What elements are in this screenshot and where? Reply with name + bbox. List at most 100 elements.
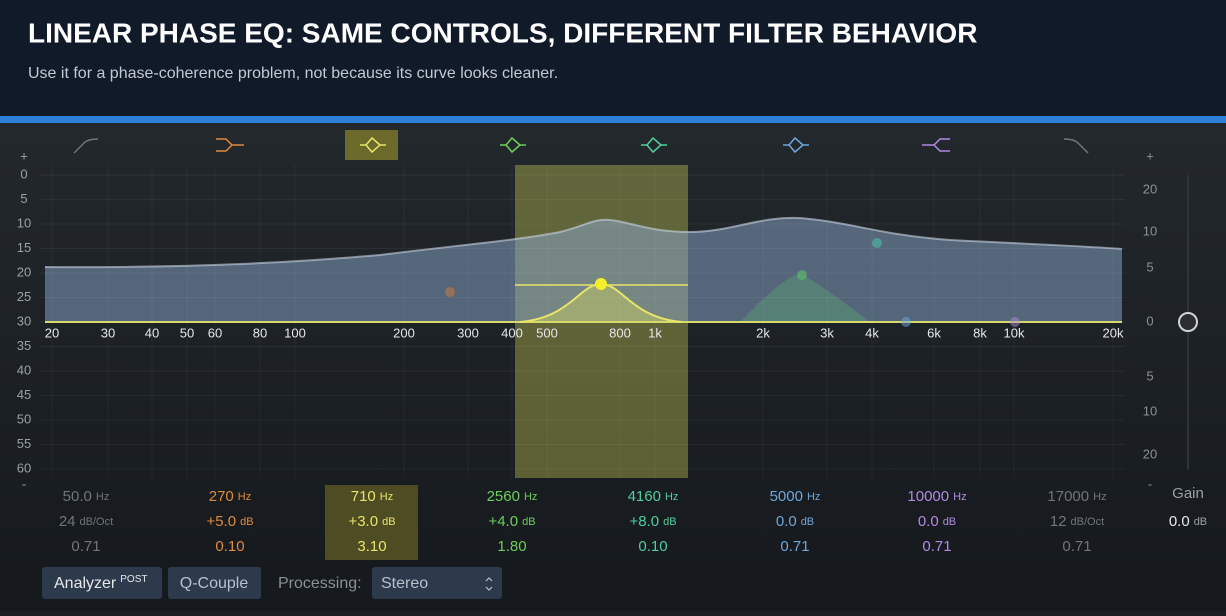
band-type-icon <box>216 138 244 152</box>
band-frequency: 270 Hz <box>209 488 251 505</box>
eq-bg <box>0 123 1226 611</box>
analyzer-button[interactable] <box>42 567 162 599</box>
gain-value: +3.0 <box>348 513 378 530</box>
frequency-label: 2k <box>756 325 770 340</box>
frequency-label: 80 <box>253 325 267 340</box>
title: LINEAR PHASE EQ: SAME CONTROLS, DIFFEREN… <box>28 17 977 48</box>
band-frequency: 4160 Hz <box>628 488 679 505</box>
gain-scale-left: 55 <box>17 436 31 451</box>
frequency-label: 8k <box>973 325 987 340</box>
frequency-label: 100 <box>284 325 306 340</box>
frequency-unit: Hz <box>1093 491 1106 503</box>
band-q: 0.71 <box>922 538 951 555</box>
gain-readout: 0.0 dB <box>1169 513 1207 530</box>
gain-unit: dB <box>382 516 395 528</box>
gain-scale-right: 20 <box>1143 446 1157 461</box>
gain-unit: dB <box>943 516 956 528</box>
band-gain: 0.0 dB <box>918 513 956 530</box>
gain-unit: dB <box>240 516 253 528</box>
frequency-label: 6k <box>927 325 941 340</box>
band5-handle[interactable] <box>872 238 882 248</box>
frequency-label: 3k <box>820 325 834 340</box>
band-type-icon <box>73 138 99 154</box>
band2-handle[interactable] <box>445 287 455 297</box>
gain-scale-left: 30 <box>17 313 31 328</box>
frequency-value: 50.0 <box>63 488 92 505</box>
frequency-label: 500 <box>536 325 558 340</box>
frequency-label: 1k <box>648 325 662 340</box>
gain-unit: dB <box>663 516 676 528</box>
band-frequency: 2560 Hz <box>487 488 538 505</box>
gain-value: 0.0 <box>1169 513 1190 530</box>
band6-handle[interactable] <box>901 317 911 327</box>
band-q: 0.71 <box>1062 538 1091 555</box>
band-frequency: 10000 Hz <box>907 488 966 505</box>
q-couple-button[interactable] <box>168 567 261 599</box>
gain-unit: dB/Oct <box>1071 516 1105 528</box>
band-type-icon <box>783 136 809 154</box>
frequency-value: 270 <box>209 488 234 505</box>
band-gain: +4.0 dB <box>488 513 535 530</box>
band-selected-box <box>325 485 418 560</box>
gain-scale-right: - <box>1148 476 1152 491</box>
gain-scale-left: 15 <box>17 240 31 255</box>
subtitle: Use it for a phase-coherence problem, no… <box>28 65 558 82</box>
frequency-label: 800 <box>609 325 631 340</box>
gain-scale-right: 5 <box>1146 259 1153 274</box>
gain-scale-left: 10 <box>17 215 31 230</box>
frequency-label: 30 <box>101 325 115 340</box>
band-gain: 24 dB/Oct <box>59 513 113 530</box>
gain-value: 0.0 <box>776 513 797 530</box>
frequency-value: 2560 <box>487 488 520 505</box>
gain-label: Gain <box>1172 485 1204 502</box>
band-gain: 12 dB/Oct <box>1050 513 1104 530</box>
band3-handle[interactable] <box>595 278 607 290</box>
band-gain: 0.0 dB <box>776 513 814 530</box>
frequency-label: 4k <box>865 325 879 340</box>
gain-scale-left: + <box>20 148 28 163</box>
band4-handle[interactable] <box>797 270 807 280</box>
frequency-unit: Hz <box>96 491 109 503</box>
gain-scale-left: 20 <box>17 264 31 279</box>
gain-value: +8.0 <box>629 513 659 530</box>
frequency-value: 10000 <box>907 488 949 505</box>
q-couple-label: Q-Couple <box>180 575 249 592</box>
band-type-icon <box>360 136 386 154</box>
frequency-label: 10k <box>1004 325 1025 340</box>
frequency-label: 20k <box>1103 325 1124 340</box>
gain-scale-left: 0 <box>20 166 27 181</box>
processing-select[interactable] <box>372 567 502 599</box>
band-q: 3.10 <box>357 538 386 555</box>
gain-scale-left: 60 <box>17 460 31 475</box>
band-gain: +8.0 dB <box>629 513 676 530</box>
gain-scale-right: 5 <box>1146 368 1153 383</box>
frequency-value: 17000 <box>1047 488 1089 505</box>
frequency-label: 50 <box>180 325 194 340</box>
gain-scale-right: 0 <box>1146 313 1153 328</box>
band-frequency: 710 Hz <box>351 488 393 505</box>
gain-scale-right: 10 <box>1143 223 1157 238</box>
frequency-value: 5000 <box>770 488 803 505</box>
band-q: 1.80 <box>497 538 526 555</box>
gain-scale-left: 40 <box>17 362 31 377</box>
gain-scale-right: 20 <box>1143 181 1157 196</box>
gain-knob[interactable] <box>1178 312 1198 332</box>
band-frequency: 50.0 Hz <box>63 488 110 505</box>
band4-area <box>740 274 870 322</box>
gain-scale-left: - <box>22 476 26 491</box>
gain-unit: dB <box>1194 516 1207 528</box>
gain-value: +5.0 <box>206 513 236 530</box>
gain-value: 12 <box>1050 513 1067 530</box>
band-q: 0.10 <box>638 538 667 555</box>
gain-value: 0.0 <box>918 513 939 530</box>
gain-scale-left: 35 <box>17 338 31 353</box>
frequency-value: 4160 <box>628 488 661 505</box>
band-frequency: 5000 Hz <box>770 488 821 505</box>
band-q: 0.71 <box>780 538 809 555</box>
gain-scale-left: 5 <box>20 191 27 206</box>
band-q: 0.10 <box>215 538 244 555</box>
gain-unit: dB <box>801 516 814 528</box>
band7-handle[interactable] <box>1010 317 1020 327</box>
gain-scale-right: 10 <box>1143 403 1157 418</box>
